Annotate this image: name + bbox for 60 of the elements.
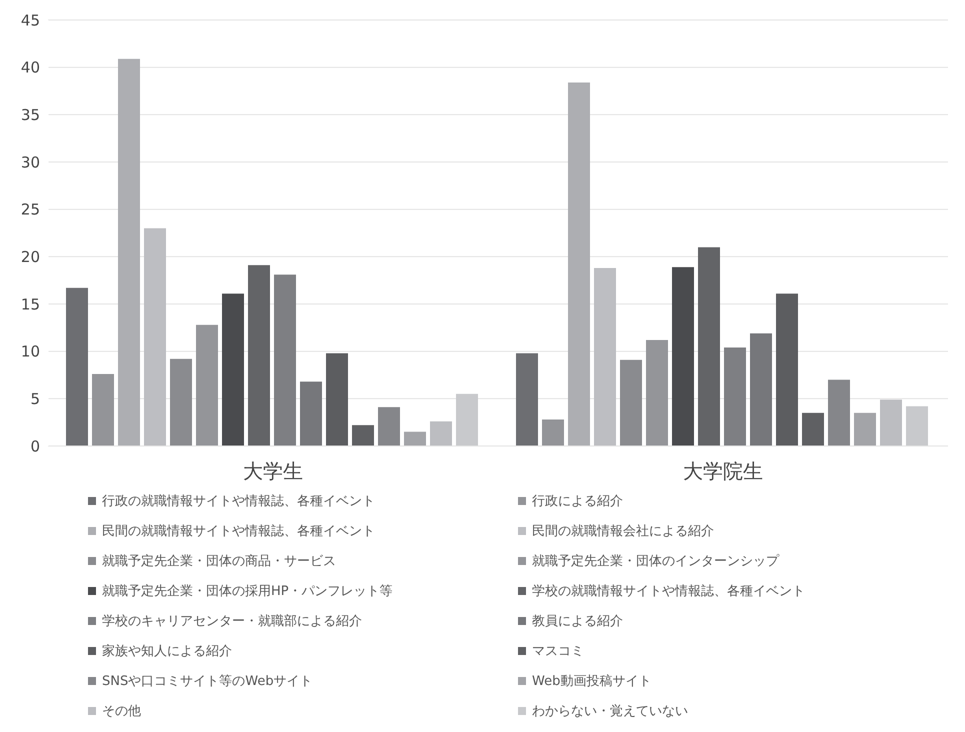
y-tick-label: 5 [30, 390, 40, 408]
bar [456, 394, 478, 446]
y-tick-label: 10 [20, 342, 40, 361]
bar [248, 265, 270, 446]
legend-label: その他 [102, 703, 141, 720]
y-tick-label: 45 [20, 11, 40, 30]
y-tick-label: 35 [20, 106, 40, 124]
legend-label: 行政による紹介 [532, 493, 623, 510]
bar [828, 380, 850, 446]
bar [196, 324, 218, 446]
bar [326, 353, 348, 446]
bar [568, 82, 590, 446]
legend-label: 就職予定先企業・団体のインターンシップ [532, 553, 779, 570]
y-tick-label: 15 [20, 295, 40, 314]
bar [672, 267, 694, 446]
legend-label: 就職予定先企業・団体の商品・サービス [102, 553, 336, 570]
bar [66, 288, 88, 446]
bar [646, 340, 668, 446]
bar [802, 412, 824, 446]
bar [854, 412, 876, 446]
legend-label: 民間の就職情報サイトや情報誌、各種イベント [102, 523, 375, 540]
bar [300, 382, 322, 446]
y-tick-label: 30 [20, 153, 40, 172]
legend-label: 民間の就職情報会社による紹介 [532, 523, 714, 540]
bar [516, 353, 538, 446]
bar [724, 348, 746, 446]
bar [404, 432, 426, 446]
y-tick-label: 40 [20, 58, 40, 77]
bar [880, 400, 902, 446]
bar [594, 268, 616, 446]
bar [274, 274, 296, 446]
legend-label: 行政の就職情報サイトや情報誌、各種イベント [102, 493, 375, 510]
bar [352, 425, 374, 446]
legend-label: Web動画投稿サイト [532, 673, 652, 690]
x-tick-label: 大学生 [243, 459, 303, 484]
bar [92, 374, 114, 446]
x-tick-label: 大学院生 [683, 459, 763, 484]
legend-label: 教員による紹介 [532, 613, 623, 630]
legend-label: SNSや口コミサイト等のWebサイト [102, 673, 313, 690]
y-tick-label: 25 [20, 200, 40, 219]
bar [118, 58, 140, 446]
bar [222, 294, 244, 446]
bar [378, 407, 400, 446]
bar [698, 247, 720, 446]
bar [906, 406, 928, 446]
legend-label: マスコミ [532, 643, 584, 660]
legend-label: わからない・覚えていない [532, 703, 688, 720]
y-tick-label: 0 [30, 437, 40, 456]
bar [430, 421, 452, 446]
legend-label: 学校のキャリアセンター・就職部による紹介 [102, 613, 362, 630]
bar [170, 358, 192, 446]
legend-label: 就職予定先企業・団体の採用HP・パンフレット等 [102, 583, 393, 600]
bar [620, 360, 642, 446]
legend-label: 家族や知人による紹介 [102, 643, 232, 660]
bar [776, 294, 798, 446]
y-tick-label: 20 [20, 248, 40, 266]
bar [144, 228, 166, 446]
legend-label: 学校の就職情報サイトや情報誌、各種イベント [532, 583, 805, 600]
bar [542, 419, 564, 446]
bar [750, 333, 772, 446]
